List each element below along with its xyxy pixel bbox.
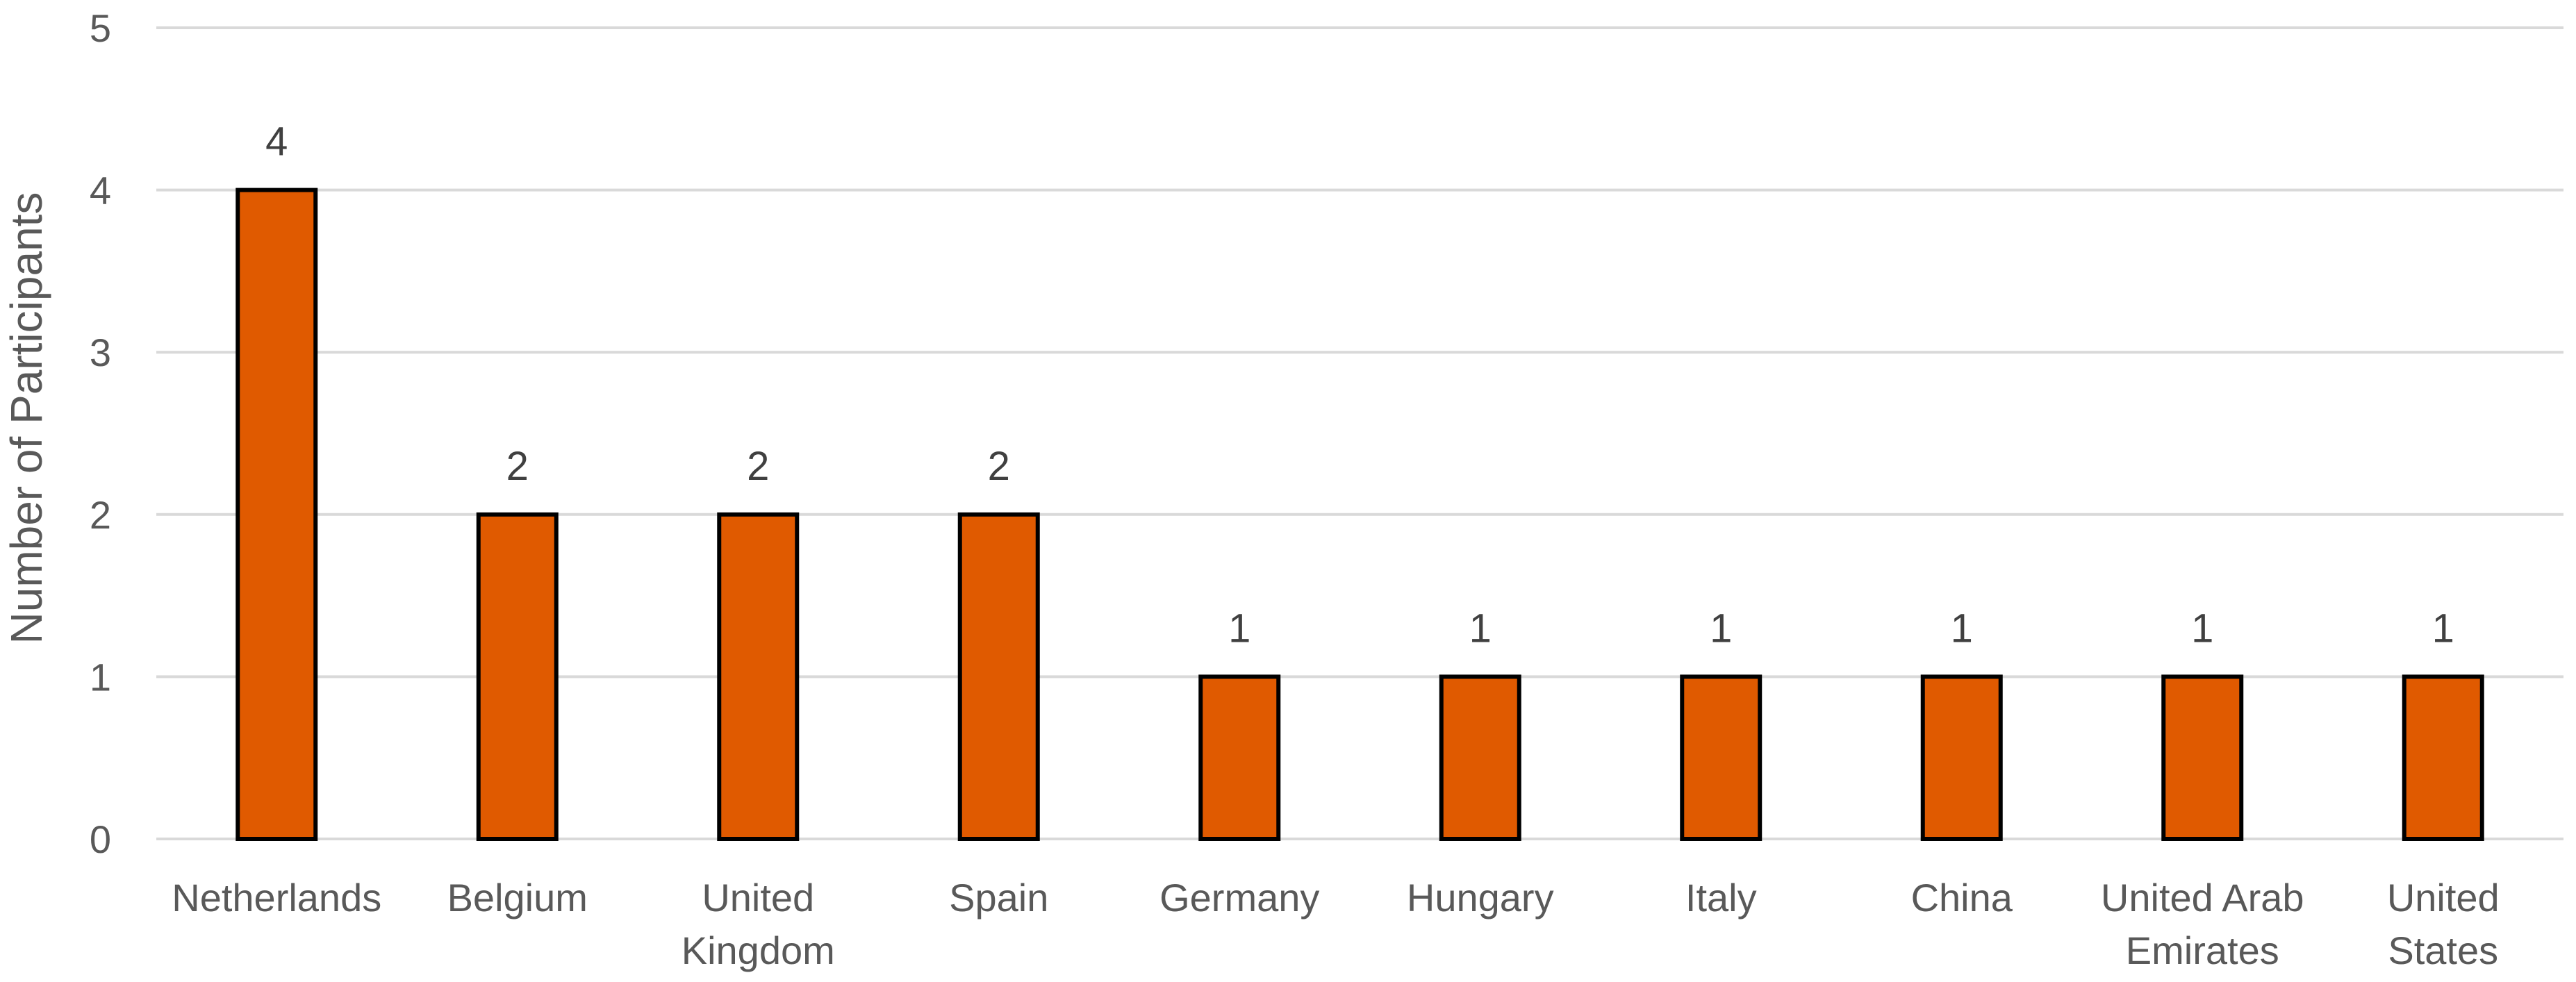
x-axis-labels: Netherlands Belgium United Kingdom Spain Germ… — [172, 876, 2499, 972]
bar — [1439, 674, 1521, 842]
bar — [476, 512, 559, 841]
bar-value-label: 1 — [1469, 606, 1492, 651]
bar — [957, 512, 1040, 841]
x-category-label: Italy — [1685, 876, 1757, 919]
data-labels: 4 2 2 2 1 1 1 1 1 1 — [265, 119, 2454, 651]
y-tick-label: 1 — [90, 655, 111, 699]
bar-value-label: 1 — [1228, 606, 1250, 651]
bar — [2161, 674, 2244, 842]
x-category-label: Hungary — [1407, 876, 1554, 919]
y-axis-ticks: 0 1 2 3 4 5 — [90, 6, 111, 861]
y-tick-label: 5 — [90, 6, 111, 50]
bar-value-label: 2 — [506, 444, 529, 489]
x-category-label: United States — [2387, 876, 2500, 972]
y-tick-label: 3 — [90, 331, 111, 374]
x-category-label: Germany — [1159, 876, 1319, 919]
bar-value-label: 2 — [747, 444, 769, 489]
x-category-label: Belgium — [447, 876, 588, 919]
bar — [2402, 674, 2484, 842]
bar — [236, 188, 318, 842]
y-tick-label: 4 — [90, 169, 111, 213]
bar — [1680, 674, 1762, 842]
y-axis-title: Number of Participants — [1, 192, 51, 644]
x-category-label: United Kingdom — [682, 876, 835, 972]
bar-value-label: 1 — [1951, 606, 1973, 651]
bars — [236, 188, 2484, 842]
bar-value-label: 1 — [2432, 606, 2454, 651]
x-category-label: Netherlands — [172, 876, 381, 919]
x-category-label: United Arab Emirates — [2101, 876, 2304, 972]
y-tick-label: 2 — [90, 493, 111, 537]
bar-value-label: 4 — [265, 119, 288, 165]
x-category-label: China — [1911, 876, 2013, 919]
x-category-label: Spain — [949, 876, 1048, 919]
bar-value-label: 2 — [988, 444, 1010, 489]
bar — [717, 512, 800, 841]
bar-value-label: 1 — [2191, 606, 2213, 651]
bar — [1920, 674, 2003, 842]
bar-value-label: 1 — [1710, 606, 1732, 651]
y-tick-label: 0 — [90, 817, 111, 861]
bar — [1198, 674, 1281, 842]
